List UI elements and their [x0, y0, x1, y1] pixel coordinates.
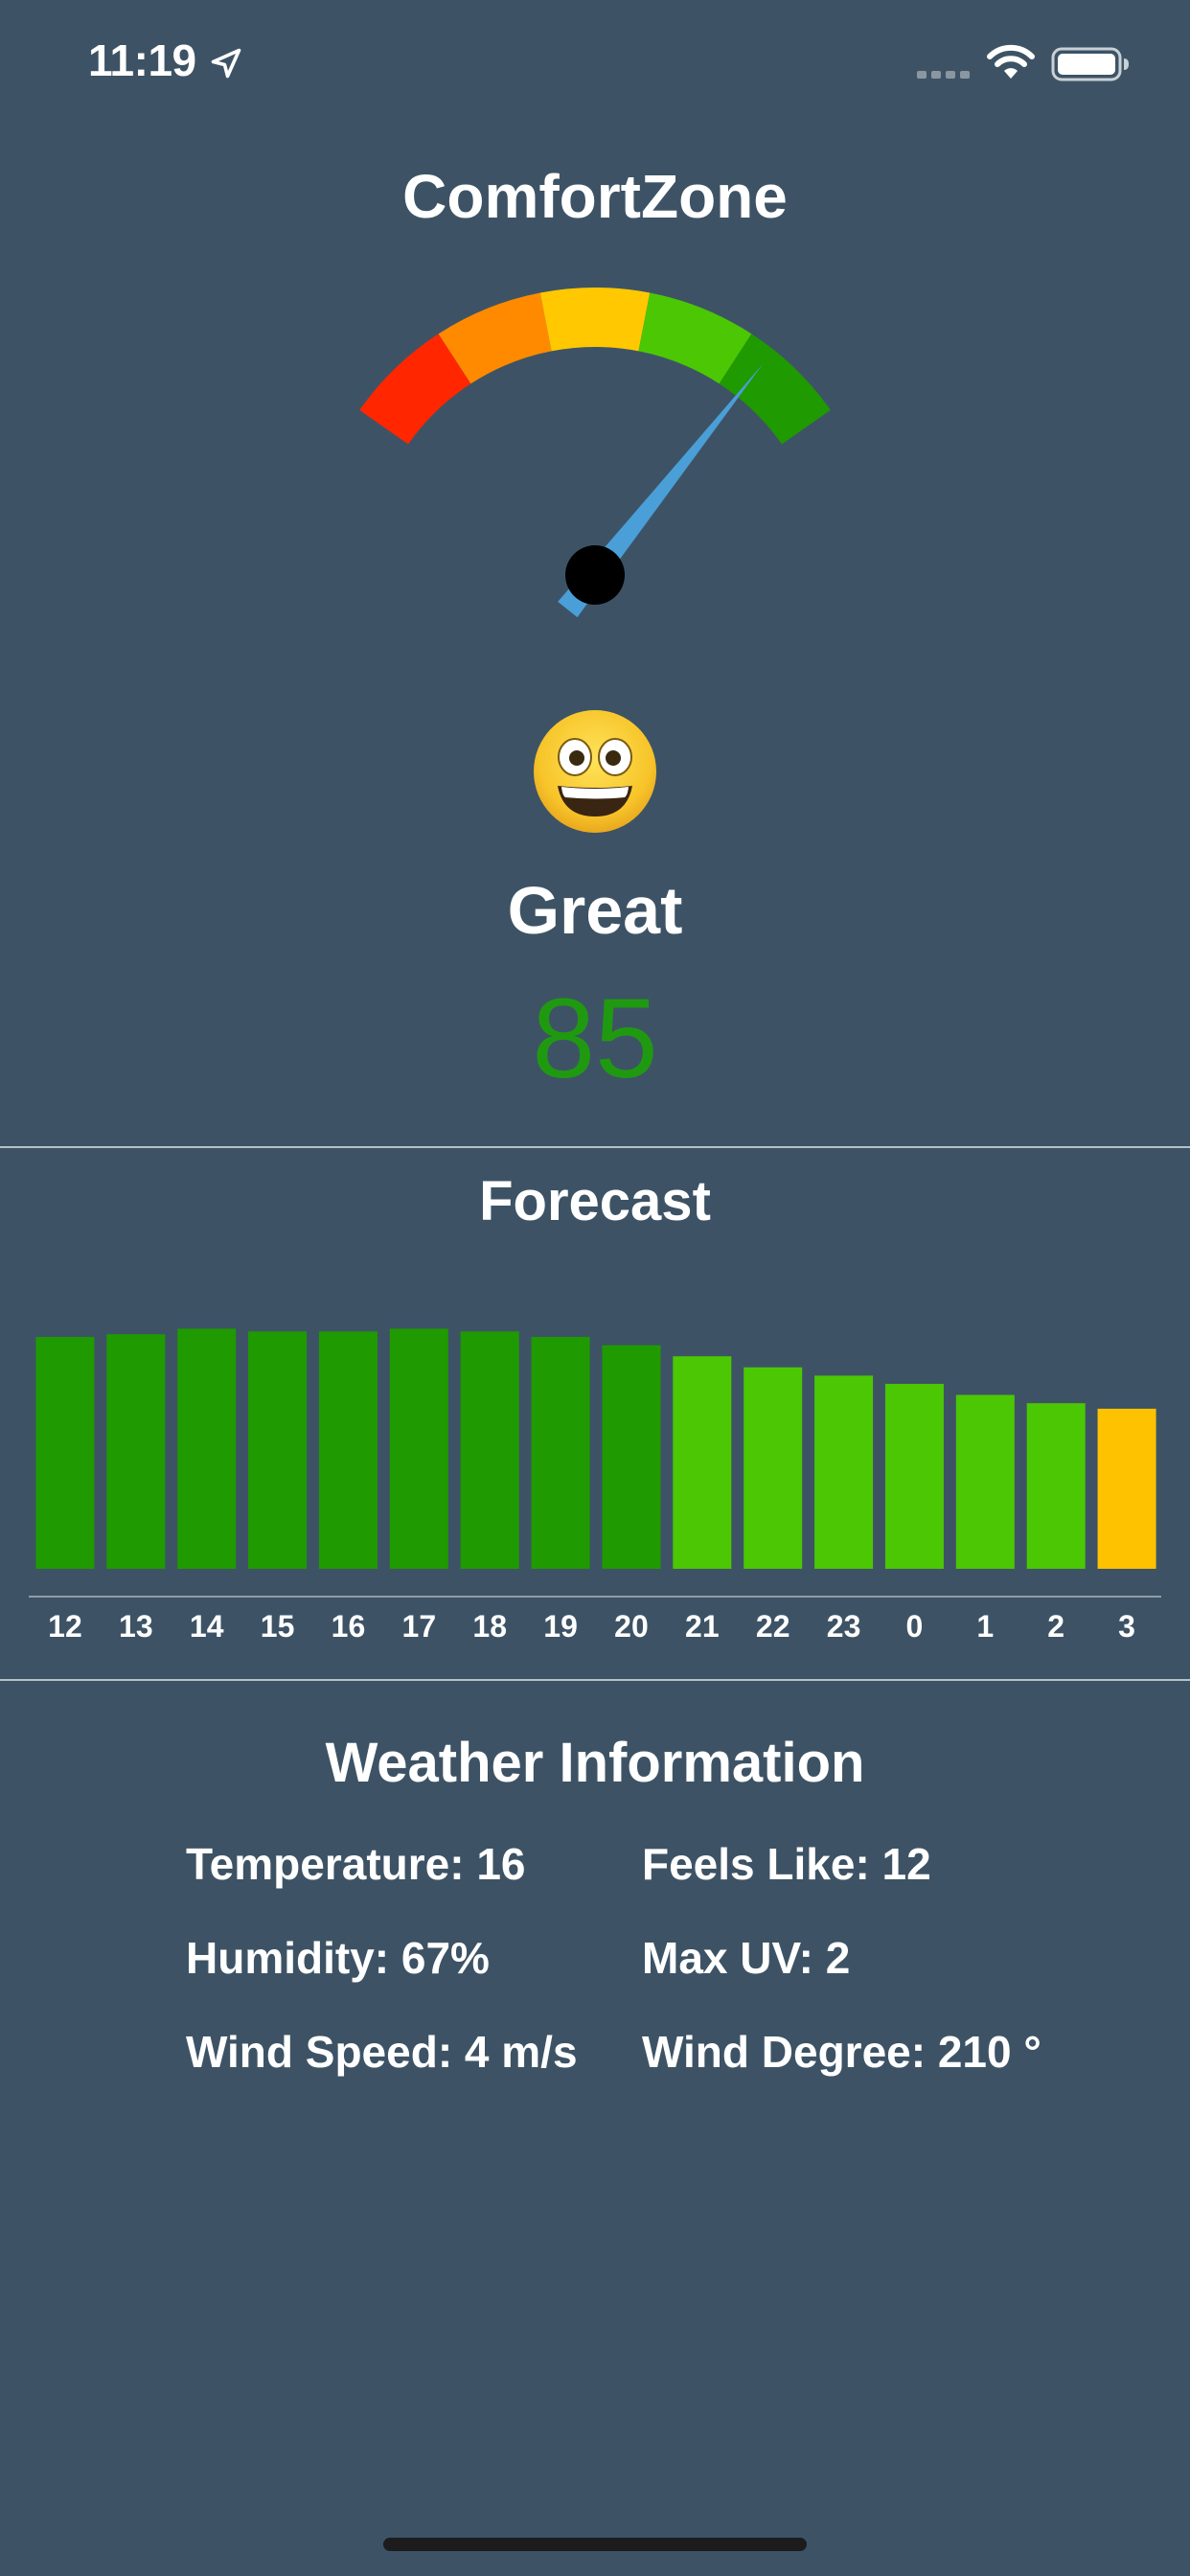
comfort-gauge: [359, 288, 831, 618]
forecast-bar: [531, 1337, 590, 1569]
app-title: ComfortZone: [402, 162, 788, 231]
cellular-signal-icon: [917, 71, 970, 79]
forecast-bar: [814, 1375, 874, 1569]
forecast-bar-chart: 12 13 14 15 16 17 18 19 20 21 22 23 0 1 2 3: [29, 1328, 1161, 1644]
forecast-hour-label: 14: [190, 1609, 224, 1644]
humidity-text: Humidity: 67%: [186, 1933, 490, 1983]
forecast-bar: [673, 1356, 732, 1569]
mood-label: Great: [507, 873, 683, 948]
forecast-hour-label: 20: [614, 1609, 649, 1644]
forecast-bar: [602, 1345, 661, 1569]
forecast-hour-label: 23: [827, 1609, 861, 1644]
gauge-segment: [359, 334, 471, 445]
forecast-title: Forecast: [479, 1170, 711, 1232]
forecast-hour-label: 21: [685, 1609, 720, 1644]
gauge-segment: [719, 334, 831, 445]
status-time: 11:19: [88, 35, 196, 85]
forecast-hour-label: 3: [1118, 1609, 1135, 1644]
forecast-bar: [318, 1331, 378, 1569]
comfort-score: 85: [532, 976, 658, 1102]
divider: [0, 1146, 1190, 1148]
forecast-bar: [460, 1331, 519, 1569]
forecast-hour-label: 15: [261, 1609, 295, 1644]
forecast-bar: [1026, 1403, 1086, 1569]
forecast-hour-label: 17: [402, 1609, 437, 1644]
weather-information-title: Weather Information: [325, 1732, 865, 1794]
gauge-segment: [638, 292, 752, 384]
forecast-hour-label: 2: [1047, 1609, 1064, 1644]
forecast-bar: [106, 1334, 166, 1569]
gauge-hub: [565, 545, 625, 605]
forecast-bar: [744, 1367, 803, 1569]
forecast-hour-label: 12: [48, 1609, 82, 1644]
gauge-arc: [359, 288, 831, 445]
forecast-hour-label: 0: [906, 1609, 924, 1644]
temperature-text: Temperature: 16: [186, 1839, 526, 1889]
location-arrow-icon: [211, 48, 241, 79]
forecast-hour-label: 19: [543, 1609, 578, 1644]
forecast-bar: [35, 1337, 95, 1569]
forecast-bar: [955, 1394, 1015, 1569]
forecast-hour-label: 18: [472, 1609, 507, 1644]
battery-icon: [1051, 47, 1129, 81]
forecast-bar: [1097, 1408, 1156, 1569]
wind-speed-text: Wind Speed: 4 m/s: [186, 2027, 578, 2077]
max-uv-text: Max UV: 2: [642, 1933, 851, 1983]
wind-degree-text: Wind Degree: 210 °: [642, 2027, 1041, 2077]
forecast-hour-label: 22: [756, 1609, 790, 1644]
grinning-face-icon: [534, 710, 656, 833]
forecast-hour-label: 1: [976, 1609, 994, 1644]
forecast-bar: [177, 1328, 237, 1569]
feels-like-text: Feels Like: 12: [642, 1839, 931, 1889]
forecast-bar: [248, 1331, 308, 1569]
forecast-hour-label: 13: [119, 1609, 153, 1644]
gauge-segment: [539, 288, 651, 352]
wifi-icon: [987, 44, 1035, 79]
forecast-bar: [884, 1384, 944, 1569]
divider: [0, 1679, 1190, 1681]
home-indicator[interactable]: [383, 2538, 807, 2551]
forecast-hour-label: 16: [332, 1609, 366, 1644]
gauge-segment: [438, 292, 552, 384]
forecast-bar: [389, 1328, 448, 1569]
